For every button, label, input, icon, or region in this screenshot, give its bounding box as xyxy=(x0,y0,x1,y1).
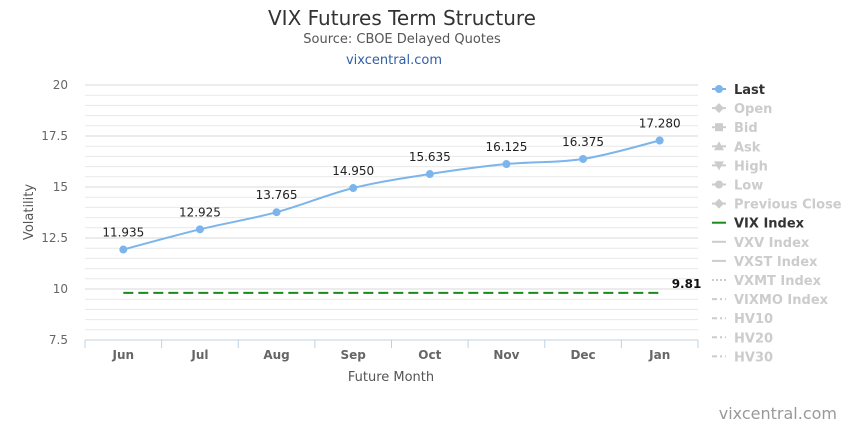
legend-label: VXV Index xyxy=(734,236,810,251)
chart-title: VIX Futures Term Structure xyxy=(268,6,536,30)
chart-subtitle: Source: CBOE Delayed Quotes xyxy=(303,32,501,47)
last-data-label: 15.635 xyxy=(409,150,451,164)
legend-label: Low xyxy=(734,179,763,194)
legend-item-high[interactable]: High xyxy=(712,159,768,174)
legend-item-open[interactable]: Open xyxy=(712,102,772,117)
legend-label: HV10 xyxy=(734,312,773,327)
last-data-point[interactable] xyxy=(655,136,664,145)
legend-item-vxst-index[interactable]: VXST Index xyxy=(712,255,818,270)
last-data-point[interactable] xyxy=(502,160,511,169)
legend-item-ask[interactable]: Ask xyxy=(712,140,761,155)
y-tick-label: 10 xyxy=(53,282,68,296)
legend-label: Open xyxy=(734,102,772,117)
legend-label: HV30 xyxy=(734,350,773,365)
legend-item-vxv-index[interactable]: VXV Index xyxy=(712,236,810,251)
legend-label: Previous Close xyxy=(734,198,842,213)
legend-item-hv10[interactable]: HV10 xyxy=(712,312,773,327)
x-tick-label: Oct xyxy=(418,348,441,362)
y-tick-label: 12.5 xyxy=(41,231,68,245)
legend-triangle-icon xyxy=(714,141,724,151)
legend-label: Last xyxy=(734,83,765,98)
last-series-line[interactable] xyxy=(123,139,660,251)
y-tick-label: 15 xyxy=(53,180,68,194)
last-data-label: 14.950 xyxy=(332,164,374,178)
legend-item-previous-close[interactable]: Previous Close xyxy=(712,198,842,213)
legend-circle-icon xyxy=(715,85,723,93)
last-data-point[interactable] xyxy=(349,184,358,193)
last-data-point[interactable] xyxy=(195,225,204,234)
vix-index-label: 9.81 xyxy=(672,277,702,291)
last-data-point[interactable] xyxy=(579,154,588,163)
y-tick-label: 20 xyxy=(53,78,68,92)
legend: Last Open Bid Ask High Low Previous Close VIX I… xyxy=(712,83,842,365)
last-data-label: 11.935 xyxy=(102,226,144,240)
legend-label: VXMT Index xyxy=(734,274,822,289)
last-data-label: 13.765 xyxy=(256,188,298,202)
legend-item-low[interactable]: Low xyxy=(712,179,763,194)
last-data-label: 12.925 xyxy=(179,205,221,219)
legend-diamond-icon xyxy=(714,103,724,114)
last-data-point[interactable] xyxy=(425,170,434,179)
credit-link[interactable]: vixcentral.com xyxy=(719,404,837,423)
y-tick-label: 17.5 xyxy=(41,129,68,143)
legend-item-bid[interactable]: Bid xyxy=(712,121,758,136)
last-data-label: 16.125 xyxy=(485,140,527,154)
legend-label: Ask xyxy=(734,140,761,155)
legend-item-vixmo-index[interactable]: VIXMO Index xyxy=(712,293,829,308)
last-data-point[interactable] xyxy=(272,208,281,217)
x-tick-label: Aug xyxy=(263,348,289,362)
legend-item-last[interactable]: Last xyxy=(712,83,765,98)
legend-label: VIX Index xyxy=(734,217,805,232)
x-tick-label: Dec xyxy=(570,348,595,362)
legend-item-vxmt-index[interactable]: VXMT Index xyxy=(712,274,822,289)
x-tick-label: Jun xyxy=(112,348,135,362)
legend-label: Bid xyxy=(734,121,758,136)
grid-lines xyxy=(85,84,698,341)
y-tick-label: 7.5 xyxy=(49,333,68,347)
legend-label: VIXMO Index xyxy=(734,293,829,308)
source-link[interactable]: vixcentral.com xyxy=(346,53,442,68)
y-axis-title: Volatility xyxy=(22,184,37,240)
legend-triangle-down-icon xyxy=(714,161,724,171)
legend-label: HV20 xyxy=(734,331,773,346)
x-tick-label: Nov xyxy=(493,348,519,362)
legend-item-hv20[interactable]: HV20 xyxy=(712,331,773,346)
legend-square-icon xyxy=(715,123,723,132)
legend-circle-icon xyxy=(715,180,723,189)
legend-item-vix-index[interactable]: VIX Index xyxy=(712,217,805,232)
x-axis-title: Future Month xyxy=(348,370,434,385)
last-data-label: 17.280 xyxy=(639,116,681,130)
x-tick-label: Jul xyxy=(190,348,208,362)
last-data-point[interactable] xyxy=(119,245,128,254)
legend-item-hv30[interactable]: HV30 xyxy=(712,350,773,365)
series-layer: 9.81 11.935 12.925 13.765 14.950 15.635 16.125… xyxy=(102,116,702,294)
axes: Jun Jul Aug Sep Oct Nov Dec Jan 7.5 10 12.5 15 17.5 2… xyxy=(41,78,699,362)
x-tick-label: Sep xyxy=(341,348,367,362)
legend-diamond-icon xyxy=(714,198,724,209)
legend-label: High xyxy=(734,159,768,174)
last-data-label: 16.375 xyxy=(562,135,604,149)
x-tick-label: Jan xyxy=(648,348,670,362)
legend-label: VXST Index xyxy=(734,255,818,270)
